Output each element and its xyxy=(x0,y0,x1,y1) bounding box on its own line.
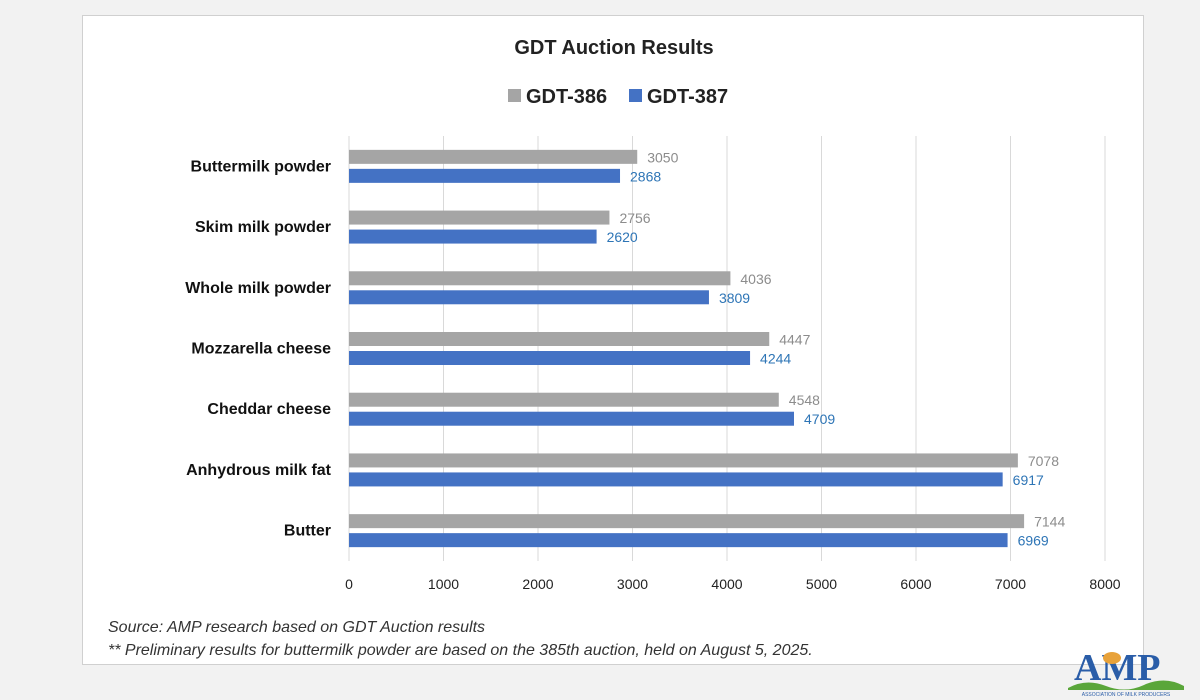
x-axis-ticks: 0 1000 2000 3000 4000 5000 6000 7000 8000 xyxy=(345,576,1121,592)
bar-gdt-387-skim-milk-powder xyxy=(349,229,597,244)
category-label-anhydrous-milk-fat: Anhydrous milk fat xyxy=(186,462,332,479)
chart-title: GDT Auction Results xyxy=(514,37,713,59)
bar-gdt-387-buttermilk-powder xyxy=(349,168,621,183)
x-tick-label-0: 0 xyxy=(345,576,353,592)
value-label-gdt-387-mozzarella-cheese: 4244 xyxy=(760,351,791,367)
legend-label-gdt-386: GDT-386 xyxy=(526,86,607,108)
bar-gdt-387-whole-milk-powder xyxy=(349,290,709,305)
value-label-gdt-386-whole-milk-powder: 4036 xyxy=(740,271,771,287)
value-label-gdt-386-cheddar-cheese: 4548 xyxy=(789,392,820,408)
bar-gdt-386-buttermilk-powder xyxy=(349,149,638,164)
x-tick-label-8000: 8000 xyxy=(1089,576,1120,592)
legend-swatch-gdt-386 xyxy=(508,89,521,102)
logo-grass xyxy=(1068,680,1184,690)
value-label-gdt-386-skim-milk-powder: 2756 xyxy=(619,210,650,226)
bar-gdt-386-cheddar-cheese xyxy=(349,392,779,407)
value-label-gdt-387-anhydrous-milk-fat: 6917 xyxy=(1013,472,1044,488)
gridlines xyxy=(348,136,1106,561)
x-tick-label-2000: 2000 xyxy=(522,576,553,592)
value-label-gdt-387-butter: 6969 xyxy=(1018,533,1049,549)
bar-gdt-386-skim-milk-powder xyxy=(349,210,610,225)
bar-gdt-387-mozzarella-cheese xyxy=(349,351,751,365)
bar-gdt-386-mozzarella-cheese xyxy=(349,332,770,346)
category-labels: Buttermilk powder Skim milk powder Whole m… xyxy=(185,158,331,539)
bar-gdt-387-butter xyxy=(349,533,1008,548)
bar-gdt-386-anhydrous-milk-fat xyxy=(349,453,1018,468)
bar-gdt-387-anhydrous-milk-fat xyxy=(349,472,1003,487)
legend-label-gdt-387: GDT-387 xyxy=(647,86,728,108)
x-tick-label-1000: 1000 xyxy=(428,576,459,592)
value-label-gdt-386-butter: 7144 xyxy=(1034,514,1065,530)
value-label-gdt-386-buttermilk-powder: 3050 xyxy=(647,149,678,165)
bar-gdt-387-cheddar-cheese xyxy=(349,411,795,426)
x-tick-label-5000: 5000 xyxy=(806,576,837,592)
x-tick-label-3000: 3000 xyxy=(617,576,648,592)
bars: 3050 2868 2756 2620 4036 3809 4447 4244 4548 4709… xyxy=(349,149,1065,549)
amp-logo: AMP ASSOCIATION OF MILK PRODUCERS xyxy=(1068,647,1184,698)
x-tick-label-7000: 7000 xyxy=(995,576,1026,592)
category-label-skim-milk-powder: Skim milk powder xyxy=(195,219,331,236)
category-label-whole-milk-powder: Whole milk powder xyxy=(185,280,331,297)
value-label-gdt-386-anhydrous-milk-fat: 7078 xyxy=(1028,453,1059,469)
chart-legend: GDT-386 GDT-387 xyxy=(508,86,728,108)
legend-swatch-gdt-387 xyxy=(629,89,642,102)
category-label-cheddar-cheese: Cheddar cheese xyxy=(207,401,331,418)
bar-gdt-386-butter xyxy=(349,514,1025,529)
chart-frame: GDT Auction Results GDT-386 GDT-387 3050… xyxy=(82,15,1144,665)
value-label-gdt-387-whole-milk-powder: 3809 xyxy=(719,290,750,306)
x-tick-label-6000: 6000 xyxy=(900,576,931,592)
value-label-gdt-387-buttermilk-powder: 2868 xyxy=(630,168,661,184)
value-label-gdt-386-mozzarella-cheese: 4447 xyxy=(779,332,810,348)
logo-pot-icon xyxy=(1103,652,1121,664)
category-label-buttermilk-powder: Buttermilk powder xyxy=(191,158,331,175)
x-tick-label-4000: 4000 xyxy=(711,576,742,592)
logo-subtitle: ASSOCIATION OF MILK PRODUCERS xyxy=(1082,692,1171,698)
value-label-gdt-387-skim-milk-powder: 2620 xyxy=(607,229,638,245)
value-label-gdt-387-cheddar-cheese: 4709 xyxy=(804,411,835,427)
bar-chart: GDT Auction Results GDT-386 GDT-387 3050… xyxy=(185,37,1121,592)
category-label-butter: Butter xyxy=(284,523,331,540)
source-note: Source: AMP research based on GDT Auctio… xyxy=(108,619,486,636)
bar-gdt-386-whole-milk-powder xyxy=(349,271,731,286)
footnote: ** Preliminary results for buttermilk po… xyxy=(108,642,813,659)
category-label-mozzarella-cheese: Mozzarella cheese xyxy=(191,341,331,358)
